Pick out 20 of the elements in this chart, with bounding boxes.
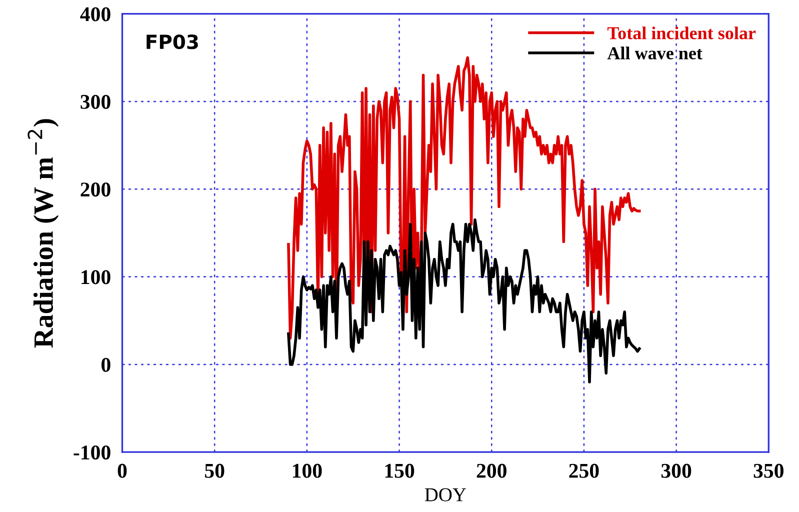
y-axis-title: Radiation (W m$^{−2}$)	[28, 119, 59, 348]
y-tick-label: 200	[80, 182, 110, 197]
y-tick-label: 0	[102, 358, 110, 372]
x-tick-label: 0	[118, 464, 127, 478]
annotation: FP03	[146, 34, 198, 50]
x-axis-title: DOY	[424, 488, 466, 502]
x-tick-label: 200	[476, 464, 506, 478]
legend-label: Total incident solar	[607, 26, 756, 40]
legend-label: All wave net	[607, 46, 702, 60]
y-tick-label: -100	[74, 445, 110, 460]
x-tick-label: 300	[661, 464, 692, 478]
y-tick-label: 100	[82, 270, 110, 284]
x-tick-label: 150	[385, 464, 414, 478]
y-tick-label: 300	[80, 94, 110, 109]
x-tick-label: 100	[292, 464, 322, 478]
x-tick-label: 50	[205, 464, 224, 478]
x-tick-label: 250	[569, 464, 599, 478]
y-tick-label: 400	[80, 7, 110, 22]
line-series	[287, 218, 641, 384]
x-tick-label: 350	[754, 464, 784, 478]
